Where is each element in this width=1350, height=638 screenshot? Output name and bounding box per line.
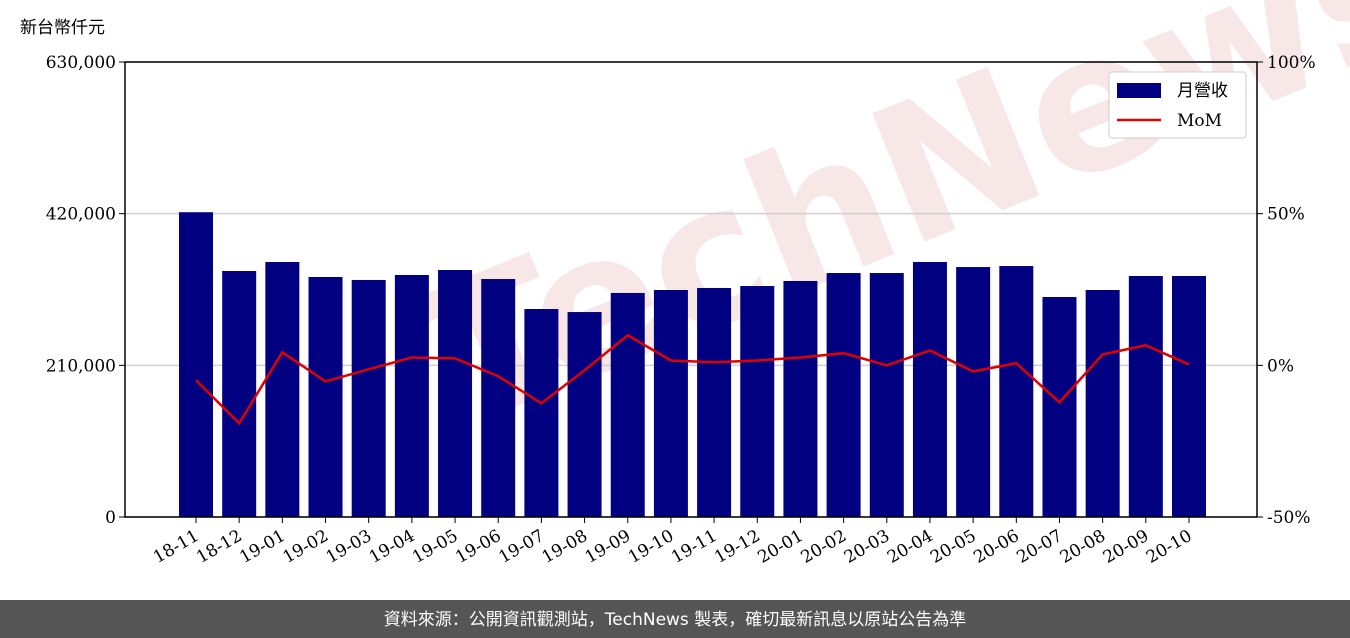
- x-tick-label: 19-10: [625, 526, 677, 568]
- x-tick-label: 20-06: [970, 526, 1022, 568]
- y-tick-label: 210,000: [46, 356, 116, 376]
- bar: [869, 273, 904, 517]
- x-tick-label: 19-07: [495, 526, 547, 568]
- bar: [610, 292, 645, 517]
- y-tick-label: 0: [105, 508, 116, 528]
- footer-bar: [0, 600, 1350, 638]
- bar: [438, 270, 473, 517]
- y2-tick-label: 100%: [1267, 53, 1316, 73]
- x-tick-label: 20-05: [927, 526, 979, 568]
- line: [195, 333, 1190, 426]
- bar: [351, 279, 386, 517]
- bar: [826, 273, 861, 517]
- legend-label: MoM: [1177, 111, 1222, 131]
- bar: [567, 312, 602, 517]
- x-tick-label: 19-03: [323, 526, 375, 568]
- x-tick-label: 20-01: [754, 526, 806, 568]
- bar: [783, 280, 818, 517]
- x-tick-label: 20-02: [798, 526, 850, 568]
- bar: [265, 261, 300, 517]
- bar: [999, 266, 1034, 517]
- bar: [1172, 275, 1206, 517]
- bar: [1042, 297, 1077, 517]
- bar: [740, 286, 775, 517]
- bar: [1128, 275, 1163, 517]
- bar: [1085, 290, 1120, 517]
- bar: [956, 267, 991, 517]
- bar: [308, 277, 343, 517]
- bar: [179, 212, 213, 517]
- x-tick-label: 20-07: [1014, 526, 1066, 568]
- x-tick-label: 19-01: [236, 526, 288, 568]
- x-tick-label: 20-08: [1057, 526, 1109, 568]
- x-tick-label: 20-03: [841, 526, 893, 568]
- bar: [653, 290, 688, 517]
- x-tick-label: 20-04: [884, 526, 936, 568]
- x-tick-label: 19-11: [668, 526, 720, 568]
- x-tick-label: 19-02: [280, 526, 332, 568]
- bar: [524, 309, 559, 517]
- legend-label: 月營收: [1177, 81, 1228, 101]
- x-tick-label: 19-09: [582, 526, 634, 568]
- bar: [912, 261, 947, 517]
- plot-frame: [124, 61, 1258, 518]
- x-tick-label: 20-09: [1100, 526, 1152, 568]
- x-tick-label: 20-10: [1143, 526, 1195, 568]
- y2-tick-label: 0%: [1267, 356, 1294, 376]
- x-tick-label: 19-04: [366, 526, 418, 568]
- y-tick-label: 420,000: [46, 205, 116, 225]
- y-tick-label: 630,000: [46, 53, 116, 73]
- bar: [394, 274, 429, 517]
- y-axis-title: 新台幣仟元: [20, 18, 105, 38]
- footer: 資料來源：公開資訊觀測站，TechNews 製表，確切最新訊息以原站公告為準: [384, 610, 966, 630]
- bar: [481, 279, 516, 517]
- x-tick-label: 19-08: [539, 526, 591, 568]
- x-tick-label: 19-05: [409, 526, 461, 568]
- x-tick-label: 19-12: [711, 526, 763, 568]
- y2-tick-label: 50%: [1267, 205, 1305, 225]
- x-tick-label: 19-06: [452, 526, 504, 568]
- legend-swatch: [1117, 83, 1161, 98]
- y2-tick-label: -50%: [1267, 508, 1311, 528]
- x-tick-label: 18-11: [150, 526, 202, 568]
- x-tick-label: 18-12: [193, 526, 245, 568]
- bar: [222, 271, 257, 517]
- bar: [697, 287, 732, 517]
